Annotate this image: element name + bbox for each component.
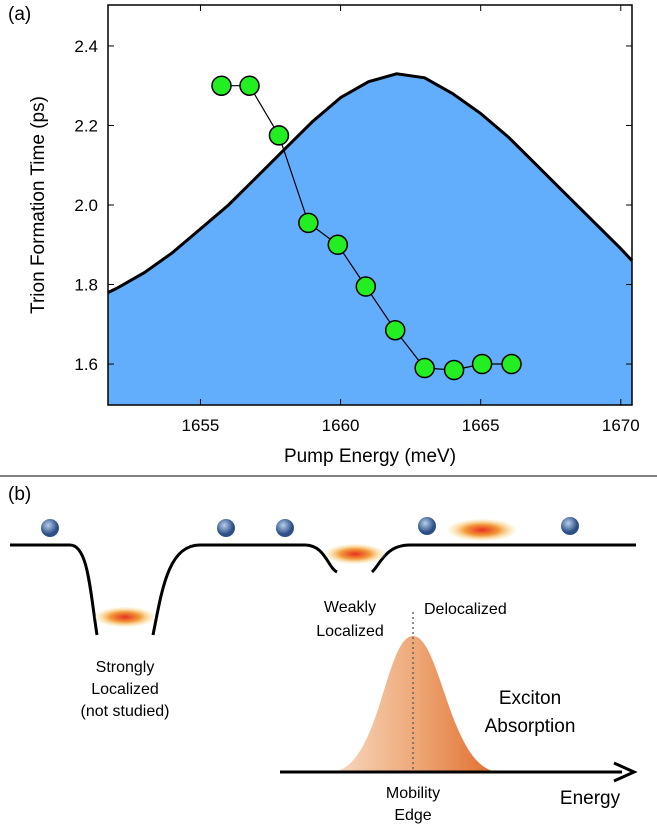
data-point (471, 353, 493, 375)
label: (not studied) (81, 703, 170, 720)
exciton (325, 544, 385, 564)
panel-label: (a) (8, 4, 31, 25)
y-tick-label: 1.8 (74, 276, 98, 295)
label: Delocalized (424, 601, 507, 618)
y-tick-label: 2.2 (74, 116, 98, 135)
label: Absorption (485, 716, 576, 737)
label: Edge (394, 807, 431, 824)
data-point (298, 212, 319, 234)
x-axis-title: Pump Energy (meV) (284, 446, 456, 467)
electron (41, 519, 59, 537)
x-tick-label: 1670 (602, 416, 640, 435)
electron (418, 517, 436, 535)
data-point (384, 319, 406, 341)
y-tick-label: 2.4 (74, 37, 98, 56)
label: Exciton (499, 688, 561, 709)
arrow-head (613, 761, 638, 783)
exciton (95, 607, 155, 627)
label: Mobility (386, 785, 440, 802)
data-point (443, 359, 465, 381)
label: Energy (560, 788, 621, 809)
y-tick-label: 1.6 (74, 355, 98, 374)
data-point (414, 357, 435, 379)
exciton (448, 519, 516, 541)
x-tick-label: 1655 (182, 416, 220, 435)
data-point (211, 75, 232, 96)
data-point (268, 125, 290, 146)
absorption-curve (107, 72, 634, 294)
electron (561, 517, 579, 535)
panel-label: (b) (8, 484, 31, 505)
x-tick-label: 1665 (462, 416, 500, 435)
label: Localized (316, 623, 384, 640)
electron (217, 519, 235, 537)
absorption-peak (330, 636, 500, 772)
data-point (239, 75, 260, 96)
y-axis-title: Trion Formation Time (ps) (28, 96, 49, 314)
absorption-area (108, 73, 632, 406)
x-tick-label: 1660 (322, 416, 360, 435)
label: Strongly (96, 659, 155, 676)
label: Localized (91, 681, 159, 698)
label: Weakly (324, 599, 376, 616)
data-point (355, 276, 377, 297)
electron (276, 519, 294, 537)
data-point (327, 234, 349, 256)
data-point (501, 353, 522, 375)
y-tick-label: 2.0 (74, 196, 98, 215)
potential-landscape (10, 543, 636, 636)
diagram: (b) Strongly Localized (not studied) Wea… (8, 484, 638, 824)
